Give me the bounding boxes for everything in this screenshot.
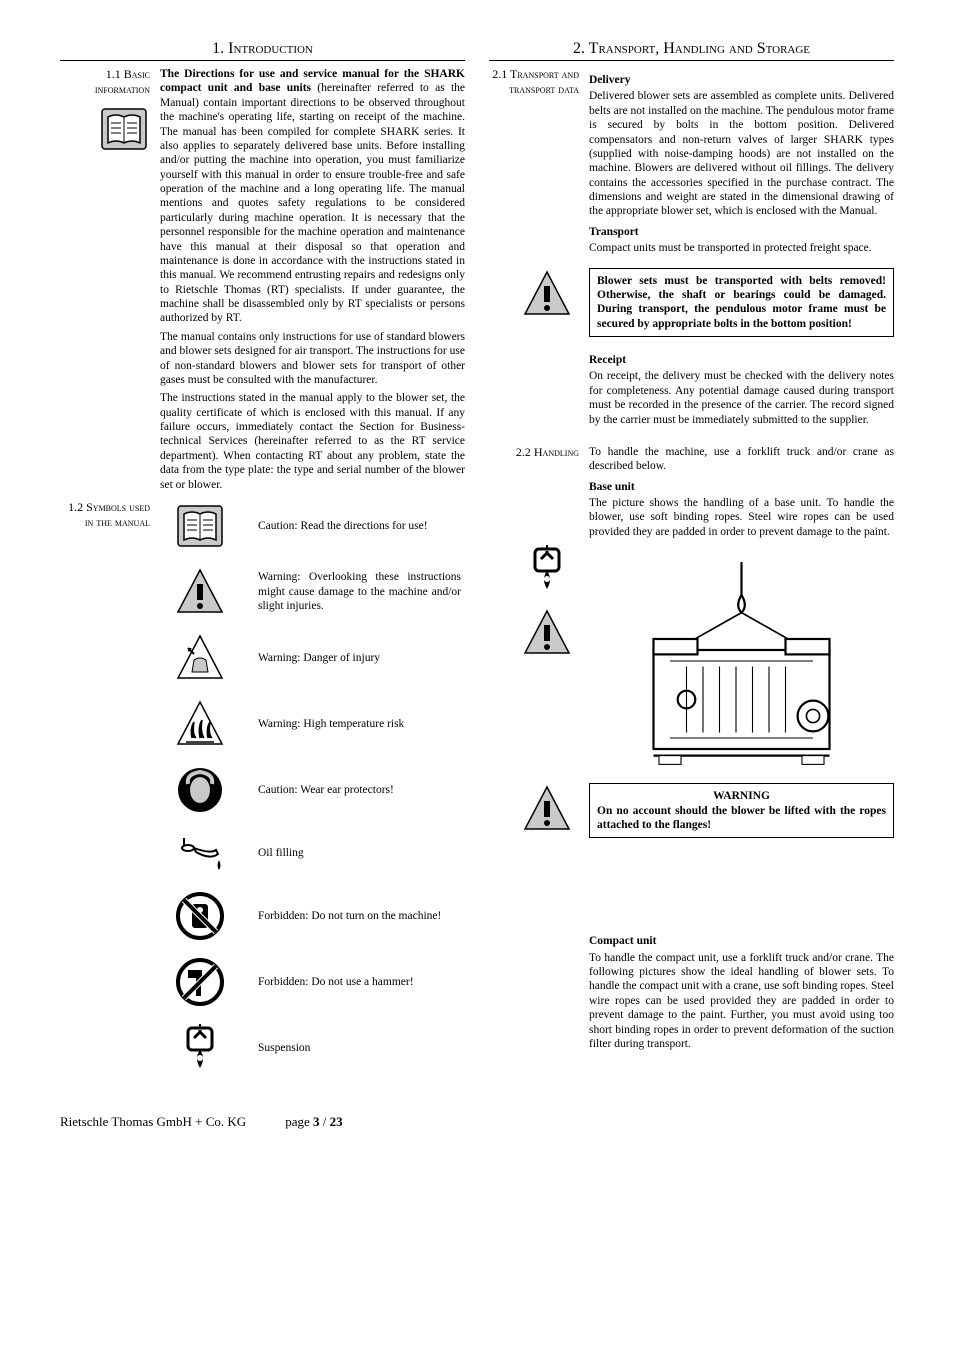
book-icon — [174, 500, 226, 552]
left-column: 1. Introduction 1.1 Basic information Th… — [60, 40, 465, 1088]
suspension-icon — [521, 543, 573, 595]
handling-intro: To handle the machine, use a forklift tr… — [589, 445, 894, 474]
lift-warning-box: WARNING On no account should the blower … — [589, 783, 894, 838]
no-hammer-icon — [174, 956, 226, 1008]
footer-company: Rietschle Thomas GmbH + Co. KG — [60, 1114, 246, 1129]
exclaim-triangle-icon — [521, 607, 573, 659]
compact-unit-block: Compact unit To handle the compact unit,… — [489, 928, 894, 1055]
base-unit-diagram — [589, 551, 894, 771]
symbol-row-no-hammer: Forbidden: Do not use a hammer! — [160, 956, 465, 1008]
symbol-row-heat: Warning: High temperature risk — [160, 698, 465, 750]
ear-protect-icon — [174, 764, 226, 816]
section-2-1-label: 2.1 Transport and transport data — [489, 67, 579, 260]
chapter-1-heading: 1. Introduction — [60, 40, 465, 61]
handling-icons-row — [489, 543, 894, 779]
base-unit-heading: Base unit — [589, 480, 894, 494]
exclaim-triangle-icon — [521, 268, 573, 320]
section-1-1-label: 1.1 Basic information — [60, 67, 150, 496]
section-1-2-label: 1.2 Symbols used in the manual — [60, 500, 150, 1088]
exclaim-triangle-icon — [521, 783, 573, 835]
page-footer: Rietschle Thomas GmbH + Co. KG page 3 / … — [60, 1114, 894, 1130]
section-2-2: 2.2 Handling To handle the machine, use … — [489, 445, 894, 543]
transport-text: Compact units must be transported in pro… — [589, 241, 894, 255]
exclaim-triangle-icon — [174, 566, 226, 618]
receipt-heading: Receipt — [589, 353, 894, 367]
compact-unit-heading: Compact unit — [589, 934, 894, 948]
section-1-2: 1.2 Symbols used in the manual Caution: … — [60, 500, 465, 1088]
section-1-1: 1.1 Basic information The Directions for… — [60, 67, 465, 496]
transport-heading: Transport — [589, 225, 894, 239]
section-2-1-body: Delivery Delivered blower sets are assem… — [589, 67, 894, 260]
transport-warning-row: Blower sets must be transported with bel… — [489, 268, 894, 338]
hand-danger-icon — [174, 632, 226, 684]
section-2-1: 2.1 Transport and transport data Deliver… — [489, 67, 894, 260]
delivery-heading: Delivery — [589, 73, 894, 87]
symbol-row-hand: Warning: Danger of injury — [160, 632, 465, 684]
lift-warning-row: WARNING On no account should the blower … — [489, 783, 894, 838]
section-2-2-label: 2.2 Handling — [489, 445, 579, 543]
base-unit-text: The picture shows the handling of a base… — [589, 496, 894, 539]
section-1-2-body: Caution: Read the directions for use! Wa… — [160, 500, 465, 1088]
oil-fill-icon — [174, 830, 226, 876]
symbol-row-book: Caution: Read the directions for use! — [160, 500, 465, 552]
heat-triangle-icon — [174, 698, 226, 750]
receipt-block: Receipt On receipt, the delivery must be… — [489, 347, 894, 431]
suspension-icon — [174, 1022, 226, 1074]
delivery-text: Delivered blower sets are assembled as c… — [589, 89, 894, 218]
footer-page-sep: / — [320, 1114, 330, 1129]
no-switch-icon — [174, 890, 226, 942]
chapter-2-heading: 2. Transport, Handling and Storage — [489, 40, 894, 61]
page-columns: 1. Introduction 1.1 Basic information Th… — [60, 40, 894, 1088]
symbol-row-no-switch: Forbidden: Do not turn on the machine! — [160, 890, 465, 942]
transport-warning-box: Blower sets must be transported with bel… — [589, 268, 894, 338]
compact-unit-text: To handle the compact unit, use a forkli… — [589, 951, 894, 1052]
footer-page-label: page — [285, 1114, 313, 1129]
footer-page-total: 23 — [330, 1114, 343, 1129]
right-column: 2. Transport, Handling and Storage 2.1 T… — [489, 40, 894, 1088]
receipt-text: On receipt, the delivery must be checked… — [589, 369, 894, 427]
symbol-row-suspension: Suspension — [160, 1022, 465, 1074]
symbol-row-oil: Oil filling — [160, 830, 465, 876]
section-1-1-body: The Directions for use and service manua… — [160, 67, 465, 496]
book-icon — [98, 103, 150, 155]
symbol-row-exclaim: Warning: Overlooking these instructions … — [160, 566, 465, 618]
symbol-row-ear: Caution: Wear ear protectors! — [160, 764, 465, 816]
